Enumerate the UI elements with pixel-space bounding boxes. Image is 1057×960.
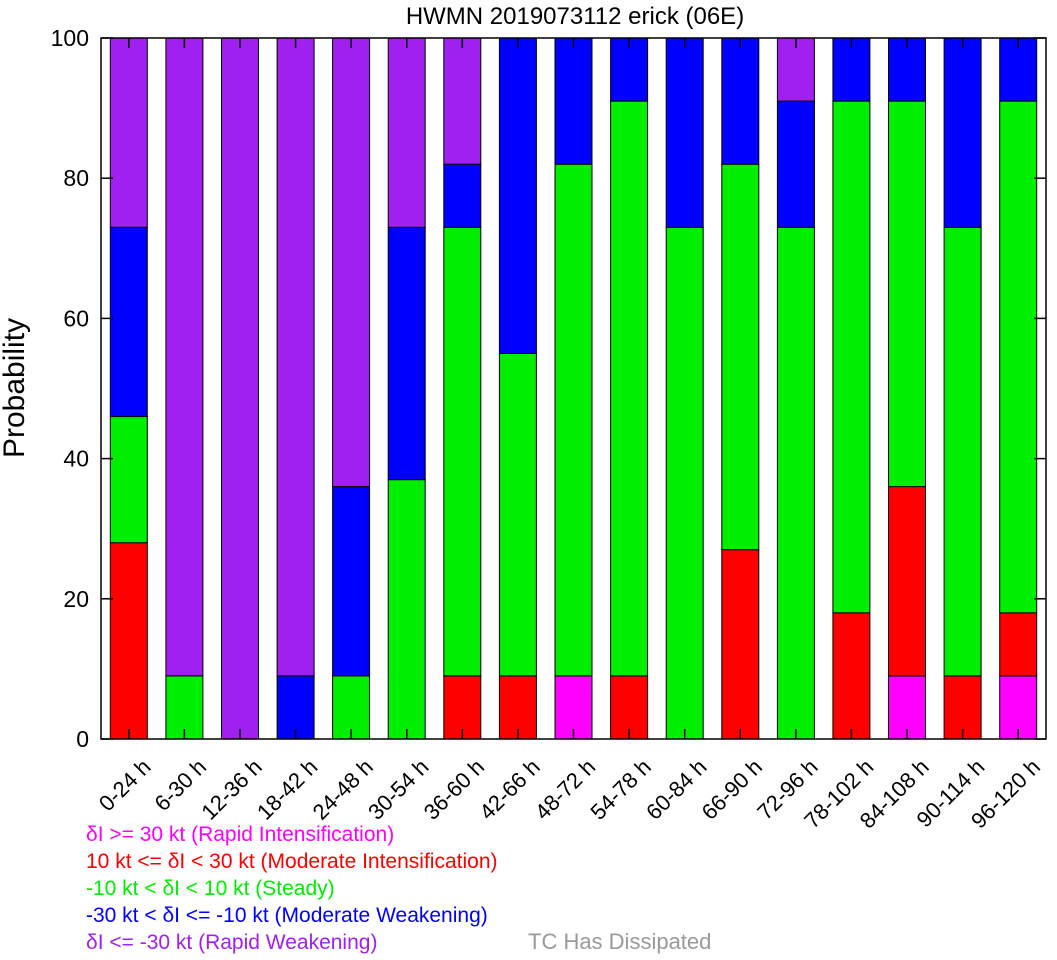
bar-segment bbox=[999, 37, 1038, 102]
bar-segment bbox=[498, 352, 537, 677]
bar-segment bbox=[832, 100, 871, 614]
x-tick-label: 24-48 h bbox=[308, 754, 378, 824]
bar-segment bbox=[276, 37, 315, 677]
y-tick-label: 20 bbox=[63, 586, 89, 612]
x-tick-label: 12-36 h bbox=[196, 754, 266, 824]
bar-segment bbox=[832, 37, 871, 102]
bar-segment bbox=[332, 37, 371, 488]
x-tick-label: 30-54 h bbox=[363, 754, 433, 824]
bar-segment bbox=[387, 37, 426, 228]
bar-segment bbox=[610, 100, 649, 677]
x-tick-label: 60-84 h bbox=[641, 754, 711, 824]
x-tick-label: 36-60 h bbox=[419, 754, 489, 824]
legend: δI >= 30 kt (Rapid Intensification) 10 k… bbox=[86, 821, 498, 956]
legend-entry: δI >= 30 kt (Rapid Intensification) bbox=[86, 823, 395, 846]
legend-entry: 10 kt <= δI < 30 kt (Moderate Intensific… bbox=[86, 850, 498, 873]
axes-group bbox=[100, 37, 1047, 740]
y-axis-label: Probability bbox=[0, 318, 31, 458]
bar-segment bbox=[109, 416, 148, 544]
bar-segment bbox=[443, 37, 482, 165]
bar-segment bbox=[776, 100, 815, 228]
bar-segment bbox=[276, 675, 315, 740]
bar-segment bbox=[165, 37, 204, 677]
x-tick-label: 18-42 h bbox=[252, 754, 322, 824]
bar-segment bbox=[776, 226, 815, 740]
bar-segment bbox=[387, 479, 426, 740]
bar-segment bbox=[721, 549, 760, 740]
y-tick-label: 80 bbox=[63, 165, 89, 191]
bar-segment bbox=[221, 37, 259, 740]
bar-segment bbox=[554, 37, 593, 165]
bar-segment bbox=[776, 37, 815, 102]
bar-segment bbox=[332, 486, 371, 677]
chart-title: HWMN 2019073112 erick (06E) bbox=[406, 3, 744, 30]
x-tick-label: 54-78 h bbox=[585, 754, 655, 824]
bars-group bbox=[109, 37, 1038, 740]
bar-segment bbox=[888, 100, 926, 488]
bar-segment bbox=[888, 486, 926, 677]
bar-segment bbox=[721, 37, 760, 165]
bar-segment bbox=[721, 163, 760, 551]
bar-segment bbox=[554, 675, 593, 740]
x-tick-label: 48-72 h bbox=[530, 754, 600, 824]
legend-entry: -10 kt < δI < 10 kt (Steady) bbox=[86, 877, 335, 900]
y-tick-label: 60 bbox=[63, 305, 89, 331]
y-tick-label: 100 bbox=[51, 25, 89, 51]
bar-segment bbox=[165, 675, 204, 740]
y-tick-label: 40 bbox=[63, 446, 89, 472]
bar-segment bbox=[888, 675, 926, 740]
bar-segment bbox=[109, 37, 148, 228]
bar-segment bbox=[665, 226, 704, 740]
bar-segment bbox=[387, 226, 426, 481]
bar-segment bbox=[888, 37, 926, 102]
bar-segment bbox=[443, 675, 482, 740]
bar-segment bbox=[109, 542, 148, 740]
bar-segment bbox=[943, 37, 982, 228]
bar-segment bbox=[109, 226, 148, 418]
bar-segment bbox=[610, 37, 649, 102]
legend-entry: -30 kt < δI <= -10 kt (Moderate Weakenin… bbox=[86, 904, 488, 927]
bar-segment bbox=[999, 100, 1038, 614]
y-tick-label: 0 bbox=[76, 726, 89, 752]
bar-segment bbox=[943, 226, 982, 677]
bar-segment bbox=[554, 163, 593, 677]
legend-entry-dissipated: TC Has Dissipated bbox=[528, 929, 712, 954]
bar-segment bbox=[665, 37, 704, 228]
legend-entry: δI <= -30 kt (Rapid Weakening) bbox=[86, 931, 378, 954]
bar-segment bbox=[498, 37, 537, 354]
bar-segment bbox=[832, 612, 871, 740]
x-tick-label: 0-24 h bbox=[94, 754, 156, 816]
bar-segment bbox=[443, 163, 482, 228]
x-tick-label: 42-66 h bbox=[474, 754, 544, 824]
bar-segment bbox=[999, 612, 1038, 677]
x-tick-label: 66-90 h bbox=[697, 754, 767, 824]
bar-segment bbox=[443, 226, 482, 677]
